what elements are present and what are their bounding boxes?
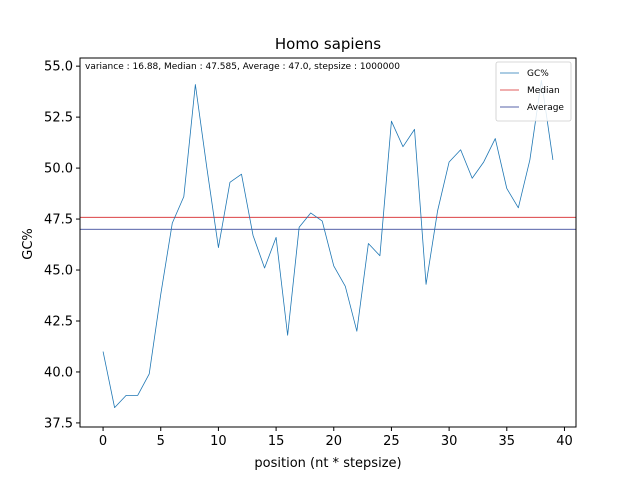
legend-label: GC% [527,69,549,79]
plot-area [80,80,576,409]
x-tick-label: 10 [210,434,227,449]
axes-frame [79,57,577,428]
y-tick-label: 55.0 [44,60,73,75]
x-axis-label: position (nt * stepsize) [254,456,401,471]
x-tick-label: 25 [383,434,400,449]
axes: 0 5 10 15 20 25 30 35 40 37.5 40.0 42.5 45.0 47.5 50.0… [44,57,577,449]
y-tick-label: 45.0 [44,264,73,279]
y-tick-label: 40.0 [44,365,73,380]
y-tick-label: 42.5 [44,314,73,329]
y-axis-label: GC% [21,228,36,260]
y-tick-label: 52.5 [44,111,73,126]
legend-label: Average [527,103,564,113]
x-tick-label: 20 [325,434,342,449]
legend: GC% Median Average [495,61,572,122]
series-line-gc [102,80,554,409]
x-tick-label: 35 [499,434,516,449]
x-tick-label: 30 [441,434,458,449]
chart-title: Homo sapiens [275,35,381,53]
y-tick-label: 37.5 [44,416,73,431]
stats-annotation: variance : 16.88, Median : 47.585, Avera… [85,62,400,72]
x-tick-label: 40 [556,434,573,449]
x-tick-label: 0 [99,434,107,449]
x-tick-label: 5 [157,434,165,449]
y-tick-label: 47.5 [44,213,73,228]
y-tick-label: 50.0 [44,162,73,177]
legend-label: Median [527,86,560,96]
x-tick-label: 15 [268,434,285,449]
legend-box [495,61,572,122]
